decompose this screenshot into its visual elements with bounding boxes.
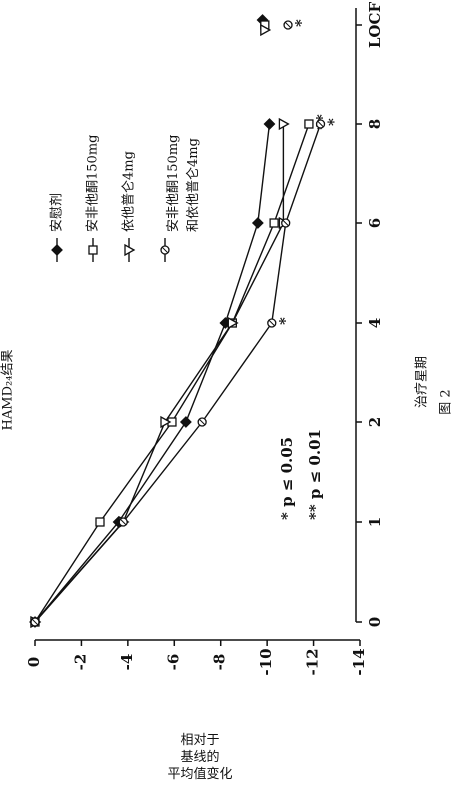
point: [227, 316, 239, 330]
x-axis-label: 治疗星期: [415, 356, 430, 408]
point-cross: [198, 418, 206, 426]
point: [304, 119, 314, 129]
significance-mark: *: [292, 19, 310, 27]
legend-marker: [88, 245, 98, 255]
point: [260, 23, 272, 37]
legend-label: 依他普仑4mg: [122, 151, 137, 232]
figure-label: 图 2: [439, 389, 454, 414]
point: [278, 117, 290, 131]
y-tick-label: -10: [257, 648, 275, 675]
point-cross: [161, 246, 169, 254]
x-tick-label: 1: [366, 517, 384, 527]
point-cross: [317, 120, 324, 128]
y-axis-label: 相对于基线的平均值变化: [167, 733, 232, 782]
legend-label: 安非他酮150mg 和依他普仑4mg: [166, 135, 201, 232]
series-line: [34, 123, 271, 623]
y-tick-label: 0: [25, 657, 43, 667]
y-tick-label: -8: [211, 654, 229, 671]
legend-label: 安非他酮150mg: [86, 135, 101, 232]
point: [160, 415, 172, 429]
x-tick-label: 0: [366, 617, 384, 627]
point: [95, 517, 105, 527]
chart-title: HAMD₂₄结果: [1, 350, 16, 431]
point-cross: [282, 219, 290, 227]
y-tick-label: -14: [350, 648, 368, 675]
point-cross: [268, 319, 276, 327]
x-tick-label: 2: [366, 417, 384, 427]
y-tick-label: -12: [304, 648, 322, 675]
annotation: ** p ≤ 0.01: [306, 429, 324, 520]
significance-mark: *: [276, 317, 294, 325]
significance-mark: *: [325, 118, 343, 126]
x-tick-label: 6: [366, 218, 384, 228]
point: [179, 416, 192, 428]
y-tick-label: -4: [118, 654, 136, 671]
legend-marker: [51, 244, 63, 256]
x-tick-label: 8: [366, 119, 384, 129]
point-cross: [31, 618, 39, 626]
point: [269, 218, 279, 228]
legend-marker: [124, 243, 136, 257]
annotation: * p ≤ 0.05: [278, 437, 296, 520]
point: [263, 118, 276, 130]
series-line: [34, 123, 322, 623]
series-line: [34, 124, 285, 623]
y-tick-label: -2: [71, 654, 89, 671]
x-tick-label: 4: [366, 318, 384, 328]
x-tick-label: LOCF: [366, 2, 384, 49]
point-cross: [284, 21, 292, 29]
legend-label: 安慰剂: [50, 193, 65, 232]
y-tick-label: -6: [164, 654, 182, 671]
series-line: [34, 123, 310, 623]
point: [251, 217, 264, 229]
point-cross: [119, 518, 127, 526]
